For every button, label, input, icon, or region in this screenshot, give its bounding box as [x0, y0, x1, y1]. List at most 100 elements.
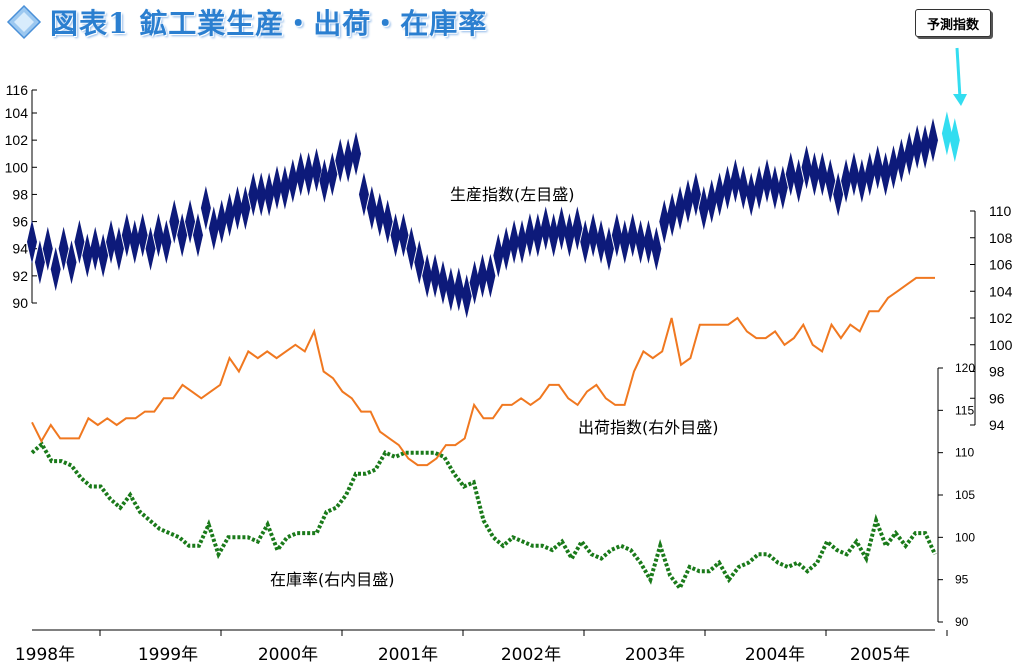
right-outer-axis-tick-label: 102: [989, 310, 1013, 326]
production-point: [856, 158, 867, 203]
production-point: [106, 219, 117, 264]
production-point: [351, 131, 362, 176]
production-point: [762, 158, 773, 203]
production-point: [248, 172, 259, 217]
production-forecast-point: [941, 111, 952, 156]
production-point: [509, 219, 520, 264]
right-outer-axis-tick-label: 94: [989, 417, 1005, 433]
page-title: 図表1 鉱工業生産・出荷・在庫率: [50, 7, 488, 40]
production-point: [698, 186, 709, 230]
production-point: [611, 213, 622, 258]
production-point: [177, 213, 188, 258]
shipment-series-layer: [31, 276, 935, 467]
production-point: [27, 219, 37, 264]
production-point: [74, 219, 85, 264]
production-point: [880, 152, 891, 197]
production-point: [627, 213, 638, 258]
production-point: [192, 213, 203, 258]
production-point: [596, 219, 607, 264]
production-point: [303, 152, 314, 197]
production-point: [358, 172, 369, 217]
production-point: [264, 172, 275, 217]
chart-title: 図表1 鉱工業生産・出荷・在庫率: [6, 2, 487, 42]
production-point: [42, 226, 53, 271]
production-point: [517, 219, 528, 264]
production-point: [256, 172, 267, 217]
production-point: [888, 145, 899, 190]
production-point: [564, 213, 575, 258]
production-point: [817, 152, 828, 197]
chart-axes: 90 92 94 96 98 100 102 104 116 94 96 98 100 102 104 106…: [5, 82, 1013, 663]
production-point: [319, 158, 330, 203]
production-point: [777, 165, 788, 210]
right-inner-axis-tick-label: 100: [955, 530, 975, 544]
left-axis-tick-label: 100: [5, 159, 29, 175]
production-point: [848, 152, 859, 197]
x-axis-tick-label: 1999年: [138, 645, 198, 663]
production-point: [185, 199, 196, 244]
left-axis-tick-label: 92: [12, 268, 28, 284]
production-point: [801, 145, 812, 190]
right-outer-axis-tick-label: 104: [989, 283, 1013, 299]
right-inner-axis-tick-label: 115: [955, 403, 974, 417]
shipment-label: 出荷指数(右外目盛): [578, 418, 719, 437]
production-point: [461, 274, 472, 319]
production-point: [532, 213, 543, 258]
production-point: [738, 165, 749, 210]
production-point: [58, 226, 69, 271]
production-point: [66, 240, 77, 285]
production-point: [240, 186, 251, 230]
right-inner-axis-tick-label: 110: [955, 446, 974, 460]
diamond-logo-icon: [6, 4, 42, 40]
production-point: [659, 199, 670, 244]
production-point: [311, 148, 322, 192]
x-axis-tick-label: 2003年: [625, 645, 685, 663]
production-point: [864, 152, 875, 197]
left-axis-tick-label: 104: [5, 105, 29, 121]
production-point: [437, 260, 448, 305]
inventory-label: 在庫率(右内目盛): [270, 570, 395, 589]
production-point: [90, 226, 101, 271]
production-series-layer: [27, 111, 960, 319]
production-point: [841, 158, 852, 203]
production-point: [382, 199, 393, 244]
right-outer-axis-tick-label: 110: [989, 203, 1012, 219]
production-point: [896, 138, 907, 183]
production-point: [920, 124, 931, 169]
production-point: [422, 253, 433, 298]
production-point: [82, 233, 93, 278]
production-point: [928, 118, 938, 163]
forecast-arrow-shaft: [955, 47, 962, 99]
production-point: [113, 226, 124, 271]
left-axis-tick-label: 116: [6, 82, 29, 98]
x-axis-tick-label: 1998年: [15, 645, 75, 663]
x-axis-tick-label: 2004年: [745, 645, 805, 663]
inventory-line: [30, 441, 937, 592]
shipment-line: [31, 276, 935, 467]
production-point: [912, 124, 923, 169]
production-point: [872, 145, 883, 190]
production-point: [169, 199, 180, 244]
production-label: 生産指数(左目盛): [450, 185, 575, 204]
production-point: [161, 219, 172, 264]
production-point: [343, 138, 354, 183]
production-point: [398, 213, 409, 258]
production-point: [287, 158, 298, 203]
left-axis-tick-label: 102: [5, 132, 29, 148]
production-point: [785, 152, 796, 197]
production-point: [224, 192, 235, 237]
production-point: [540, 206, 551, 251]
production-point: [501, 226, 512, 271]
right-outer-axis-tick-label: 108: [989, 230, 1013, 246]
production-point: [833, 172, 844, 217]
production-point: [279, 165, 290, 210]
production-point: [145, 226, 156, 271]
production-point: [477, 253, 488, 298]
production-point: [643, 219, 654, 264]
production-point: [200, 186, 211, 230]
right-inner-axis-tick-label: 90: [955, 615, 969, 629]
production-point: [730, 158, 741, 203]
production-point: [651, 226, 662, 271]
right-outer-axis-tick-label: 106: [989, 257, 1013, 273]
